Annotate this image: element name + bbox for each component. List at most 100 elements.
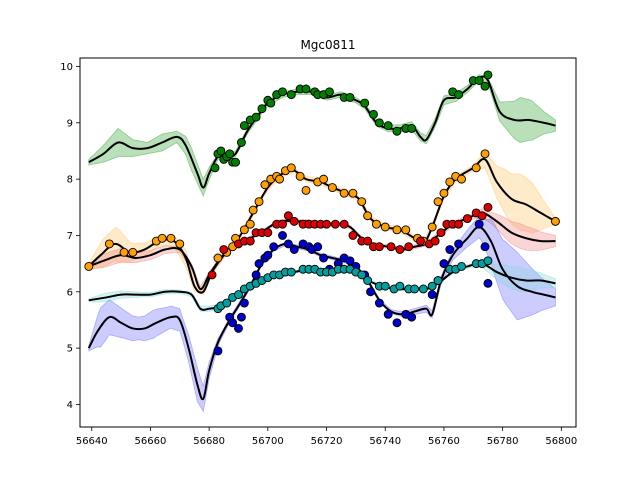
data-point: [348, 188, 358, 198]
data-point: [286, 267, 296, 277]
data-point: [222, 298, 232, 308]
data-point: [404, 242, 414, 252]
data-point: [263, 250, 273, 260]
data-point: [474, 76, 484, 85]
data-point: [313, 242, 323, 252]
data-point: [231, 157, 241, 167]
data-point: [427, 281, 437, 291]
x-tick-label: 56640: [76, 436, 108, 447]
data-point: [454, 90, 464, 100]
data-point: [445, 245, 455, 254]
data-point: [234, 323, 243, 333]
data-points: [84, 70, 560, 356]
x-tick-label: 56660: [135, 436, 167, 447]
data-point: [395, 245, 405, 254]
data-point: [363, 276, 373, 285]
data-point: [219, 245, 229, 254]
y-tick-label: 6: [67, 287, 73, 298]
data-point: [483, 256, 493, 266]
data-point: [477, 211, 487, 221]
data-point: [257, 104, 267, 114]
data-point: [269, 242, 279, 252]
data-point: [254, 197, 264, 207]
plot-frame: [79, 57, 577, 428]
data-point: [348, 231, 358, 240]
y-tick-label: 8: [67, 175, 73, 186]
chart-title: Mgc0811: [300, 38, 355, 52]
data-point: [383, 121, 393, 131]
data-point: [436, 228, 446, 238]
data-point: [483, 202, 493, 212]
data-point: [119, 247, 129, 257]
data-point: [360, 98, 370, 108]
data-point: [213, 346, 223, 356]
x-tick-label: 56700: [252, 436, 284, 447]
data-point: [345, 92, 355, 102]
y-tick-label: 7: [67, 231, 73, 242]
data-point: [236, 138, 246, 147]
data-point: [430, 236, 440, 246]
data-point: [278, 219, 287, 229]
y-tick-label: 5: [67, 344, 73, 355]
data-point: [363, 211, 373, 221]
data-point: [319, 174, 329, 184]
data-point: [84, 261, 94, 271]
data-point: [175, 239, 185, 249]
data-point: [380, 281, 390, 291]
y-tick-label: 10: [60, 62, 73, 73]
y-axis: 4 5 6 7 8 9 10: [60, 62, 80, 411]
y-tick-label: 4: [67, 400, 73, 411]
data-point: [457, 174, 466, 184]
data-point: [327, 183, 337, 193]
data-point: [263, 228, 273, 238]
data-point: [339, 219, 349, 229]
x-tick-label: 56740: [369, 436, 401, 447]
data-point: [416, 236, 425, 246]
data-point: [407, 123, 417, 133]
data-point: [433, 276, 443, 285]
data-point: [260, 180, 270, 190]
data-point: [427, 290, 437, 300]
data-point: [483, 278, 493, 288]
data-point: [418, 284, 428, 294]
data-point: [275, 174, 285, 184]
data-point: [289, 245, 299, 254]
data-point: [330, 219, 340, 229]
data-point: [157, 233, 167, 243]
data-point: [374, 242, 384, 252]
data-point: [427, 222, 437, 232]
data-point: [166, 233, 176, 243]
data-point: [339, 188, 349, 198]
data-point: [248, 205, 258, 215]
data-point: [357, 197, 367, 207]
data-point: [254, 259, 264, 269]
data-point: [483, 70, 493, 80]
data-point: [371, 219, 381, 229]
data-point: [278, 87, 287, 97]
data-point: [301, 185, 311, 195]
data-point: [128, 247, 138, 257]
data-point: [236, 312, 246, 322]
data-point: [104, 239, 114, 249]
data-point: [345, 256, 355, 266]
data-point: [462, 214, 472, 224]
data-point: [283, 211, 293, 221]
data-point: [295, 171, 305, 181]
data-point: [216, 146, 226, 156]
data-point: [225, 149, 235, 159]
data-point: [445, 177, 455, 187]
x-axis: 56640 56660 56680 56700 56720 56740 56760 56780…: [76, 427, 577, 447]
data-point: [283, 239, 293, 249]
data-point: [454, 219, 464, 229]
data-point: [207, 270, 217, 280]
data-point: [433, 197, 443, 207]
data-point: [289, 216, 299, 226]
data-point: [210, 163, 220, 173]
data-point: [266, 98, 276, 108]
data-point: [286, 90, 296, 100]
data-point: [401, 225, 411, 235]
x-tick-label: 56760: [428, 436, 460, 447]
data-point: [286, 163, 296, 173]
data-point: [407, 312, 417, 322]
data-point: [480, 149, 490, 159]
